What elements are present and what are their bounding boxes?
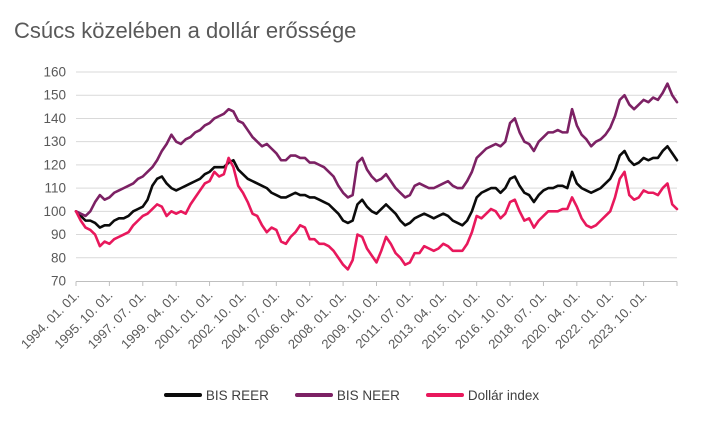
- y-axis-tick-label: 80: [51, 250, 66, 265]
- y-axis-tick-label: 90: [51, 227, 66, 242]
- y-axis-tick-label: 120: [43, 157, 66, 172]
- legend-item-bis-neer: BIS NEER: [294, 387, 400, 403]
- y-axis-tick-label: 70: [51, 274, 66, 289]
- y-axis-tick-label: 110: [44, 181, 66, 196]
- y-axis-tick-label: 130: [43, 134, 66, 149]
- legend-line-swatch-icon: [425, 393, 464, 397]
- y-axis-tick-label: 100: [43, 204, 66, 219]
- legend-line-swatch-icon: [294, 393, 333, 397]
- legend-label: Dollár index: [467, 387, 540, 403]
- y-axis-tick-label: 160: [43, 65, 66, 80]
- y-axis-tick-label: 140: [43, 111, 66, 126]
- chart-legend: BIS REER BIS NEER Dollár index: [0, 383, 703, 407]
- legend-item-bis-reer: BIS REER: [163, 387, 269, 403]
- y-axis-tick-label: 150: [43, 88, 66, 103]
- legend-line-swatch-icon: [163, 393, 202, 397]
- chart-title: Csúcs közelében a dollár erőssége: [14, 18, 357, 43]
- series-line-bis-reer: [74, 145, 679, 229]
- series-line-doll-r-index: [74, 156, 679, 271]
- series-line-bis-neer: [74, 82, 679, 218]
- legend-label: BIS NEER: [336, 387, 400, 403]
- legend-label: BIS REER: [205, 387, 269, 403]
- legend-item-doll-r-index: Dollár index: [425, 387, 540, 403]
